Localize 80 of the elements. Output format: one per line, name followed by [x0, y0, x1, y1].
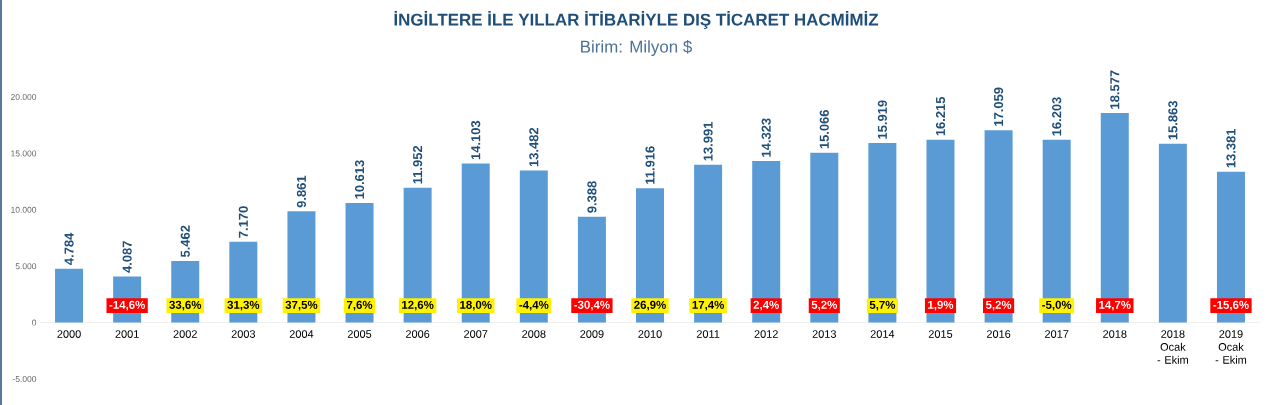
data-label: 13.991 — [703, 122, 713, 161]
bar — [55, 268, 84, 323]
x-tick-label: 2018 Ocak - Ekim — [1157, 330, 1188, 364]
data-label: 7.170 — [238, 206, 248, 238]
data-label: 4.087 — [122, 241, 132, 273]
data-label: 4.784 — [64, 232, 74, 265]
bar — [984, 130, 1013, 323]
annotation: -5,0% — [1042, 300, 1072, 311]
data-label: 5.462 — [180, 225, 190, 258]
x-tick-label: 2006 — [405, 330, 430, 338]
data-label: 14.323 — [761, 118, 771, 157]
x-tick-label: 2008 — [522, 330, 546, 338]
x-tick-label: 2005 — [347, 330, 372, 338]
data-label: 15.863 — [1168, 101, 1178, 140]
data-label: 16.215 — [935, 96, 946, 136]
data-label: 16.203 — [1052, 97, 1062, 136]
annotation: 5,2% — [811, 300, 838, 311]
chart-title: İNGİLTERE İLE YILLAR İTİBARİYLE DIŞ TİCARET HACMİMİZ — [394, 10, 879, 30]
annotation: -15,6% — [1213, 300, 1249, 311]
bar — [810, 152, 839, 323]
y-tick-label: 20.000 — [11, 94, 37, 100]
annotation: -30,4% — [574, 300, 610, 311]
x-tick-label: 2002 — [173, 330, 197, 338]
data-label: 11.916 — [645, 146, 655, 184]
bar — [868, 143, 897, 323]
data-label: 10.613 — [354, 160, 365, 199]
annotation: 12,6% — [402, 300, 434, 311]
data-label: 15.066 — [819, 110, 829, 149]
x-tick-label: 2009 — [580, 330, 604, 338]
data-label: 17.059 — [993, 87, 1004, 126]
annotation: 7,6% — [346, 300, 373, 311]
annotation: 17,4% — [692, 300, 725, 311]
annotation: 37,5% — [285, 300, 318, 311]
annotation: 5,2% — [985, 300, 1012, 311]
x-tick-label: 2012 — [754, 330, 778, 338]
y-tick-label: 15.000 — [11, 150, 37, 157]
data-label: 13.482 — [529, 127, 539, 167]
x-tick-label: 2007 — [464, 330, 488, 338]
data-label: 9.861 — [296, 175, 307, 208]
x-tick-label: 2001 — [115, 330, 139, 338]
x-tick-label: 2014 — [870, 330, 895, 338]
x-tick-label: 2019 Ocak - Ekim — [1215, 330, 1247, 364]
annotation: 2,4% — [753, 300, 779, 311]
data-label: 11.952 — [413, 145, 423, 184]
y-tick-label: -5.000 — [12, 376, 37, 382]
bar — [926, 139, 955, 323]
y-tick-label: 5.000 — [15, 263, 37, 270]
annotation: 26,9% — [634, 300, 666, 311]
x-tick-label: 2011 — [696, 330, 720, 338]
x-tick-label: 2013 — [812, 330, 836, 338]
x-tick-label: 2010 — [638, 330, 662, 338]
x-tick-label: 2004 — [289, 330, 314, 338]
y-tick-label: 0 — [32, 319, 37, 326]
annotation: -14,6% — [109, 300, 145, 311]
annotation: 14,7% — [1099, 300, 1131, 311]
y-tick-label: 10.000 — [11, 206, 37, 213]
x-tick-label: 2003 — [231, 330, 256, 338]
data-label: 15.919 — [877, 100, 887, 139]
x-tick-label: 2018 — [1103, 330, 1127, 338]
chart-subtitle: Birim: Milyon $ — [581, 39, 693, 57]
bar — [519, 170, 548, 323]
annotation: 18,0% — [460, 300, 492, 311]
data-label: 14.103 — [471, 120, 481, 160]
data-label: 13.381 — [1226, 128, 1236, 168]
annotation: 5,7% — [869, 300, 896, 311]
x-tick-label: 2000 — [57, 330, 81, 338]
bar — [694, 164, 723, 323]
bar — [1158, 143, 1187, 323]
bar — [1100, 113, 1129, 323]
x-tick-label: 2015 — [928, 330, 953, 338]
annotation: 31,3% — [227, 300, 260, 311]
data-label: 9.388 — [587, 181, 597, 213]
x-tick-label: 2016 — [986, 330, 1011, 338]
annotation: -4,4% — [519, 300, 549, 311]
bar — [1042, 139, 1071, 323]
data-label: 18.577 — [1110, 70, 1120, 109]
bar — [752, 161, 781, 323]
x-tick-label: 2017 — [1045, 330, 1069, 338]
annotation: 33,6% — [169, 300, 202, 311]
annotation: 1,9% — [928, 300, 954, 311]
